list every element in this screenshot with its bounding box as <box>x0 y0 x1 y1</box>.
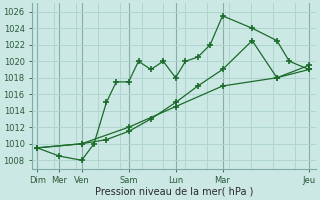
X-axis label: Pression niveau de la mer( hPa ): Pression niveau de la mer( hPa ) <box>95 187 253 197</box>
